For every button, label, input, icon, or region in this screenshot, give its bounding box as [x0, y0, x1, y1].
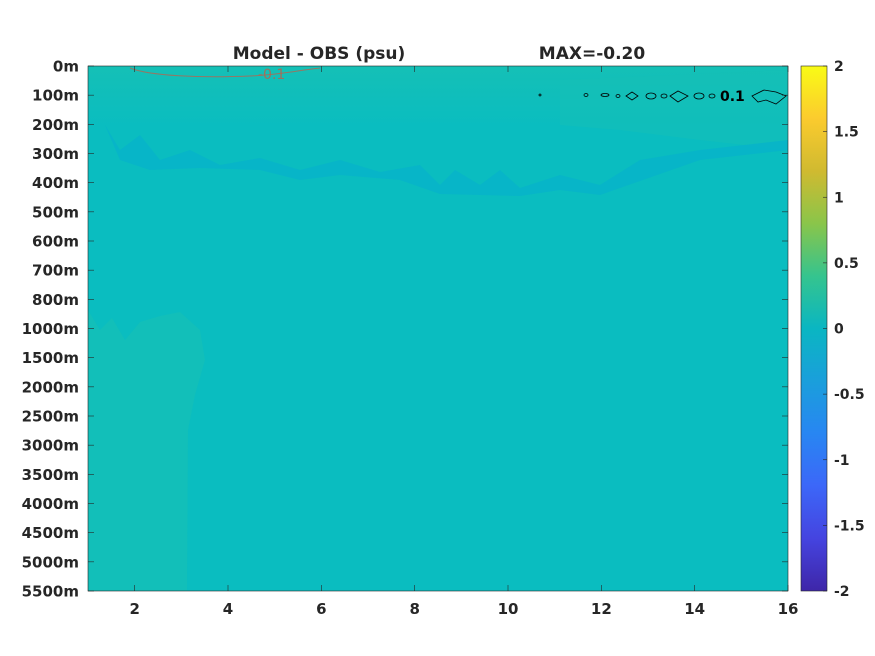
y-tick-label: 500m — [32, 203, 79, 221]
y-tick-label: 300m — [32, 145, 79, 163]
subsurface-negative-region — [105, 125, 788, 196]
x-tick-label: 2 — [129, 600, 139, 618]
x-tick-label: 8 — [409, 600, 419, 618]
upper-east-positive-region — [560, 70, 788, 150]
y-tick-label: 200m — [32, 116, 79, 134]
y-tick-label: 5500m — [22, 583, 79, 601]
y-tick-label: 600m — [32, 233, 79, 251]
plot-area: -0.1 0.1 — [87, 65, 789, 592]
y-axis: 0m 100m 200m 300m 400m 500m 600m 700m 800m 1000m 1… — [22, 58, 788, 601]
y-tick-label: 100m — [32, 87, 79, 105]
contour-line-neg — [129, 67, 321, 78]
x-tick-label: 4 — [223, 600, 233, 618]
y-tick-label: 4500m — [22, 524, 79, 542]
y-tick-label: 700m — [32, 262, 79, 280]
y-tick-label: 1000m — [22, 320, 79, 338]
contour-line-pos — [538, 89, 787, 105]
colorbar-tick-label: 0 — [834, 322, 844, 338]
x-tick-label: 12 — [591, 600, 612, 618]
y-tick-label: 2000m — [22, 378, 79, 396]
x-axis: 2 4 6 8 10 12 14 16 — [129, 66, 798, 618]
y-tick-label: 0m — [53, 58, 79, 76]
deep-west-positive-region — [88, 310, 205, 591]
y-tick-label: 1500m — [22, 349, 79, 367]
colorbar: 2 1.5 1 0.5 0 -0.5 -1 -1.5 -2 — [800, 59, 865, 600]
colorbar-tick-label: -1.5 — [834, 518, 865, 534]
contour-label-pos: 0.1 — [720, 89, 745, 105]
y-tick-label: 5000m — [22, 553, 79, 571]
colorbar-tick-label: -2 — [834, 584, 850, 600]
x-tick-label: 10 — [498, 600, 519, 618]
contour-label-neg: -0.1 — [258, 67, 285, 83]
y-tick-label: 4000m — [22, 495, 79, 513]
colorbar-tick-label: 1 — [834, 190, 844, 206]
colorbar-tick-label: 0.5 — [834, 256, 859, 272]
x-tick-label: 14 — [684, 600, 705, 618]
y-tick-label: 2500m — [22, 408, 79, 426]
plot-background — [88, 66, 788, 591]
y-tick-label: 3500m — [22, 466, 79, 484]
colorbar-tick-label: -0.5 — [834, 387, 865, 403]
chart-max-label: MAX=-0.20 — [539, 44, 646, 64]
colorbar-tick-label: -1 — [834, 453, 850, 469]
y-tick-label: 800m — [32, 291, 79, 309]
colorbar-tick-label: 2 — [834, 59, 844, 75]
colorbar-tick-label: 1.5 — [834, 125, 859, 141]
y-tick-label: 3000m — [22, 437, 79, 455]
x-tick-label: 6 — [316, 600, 326, 618]
x-tick-label: 16 — [778, 600, 799, 618]
y-tick-label: 400m — [32, 174, 79, 192]
chart-title: Model - OBS (psu) — [233, 44, 406, 64]
